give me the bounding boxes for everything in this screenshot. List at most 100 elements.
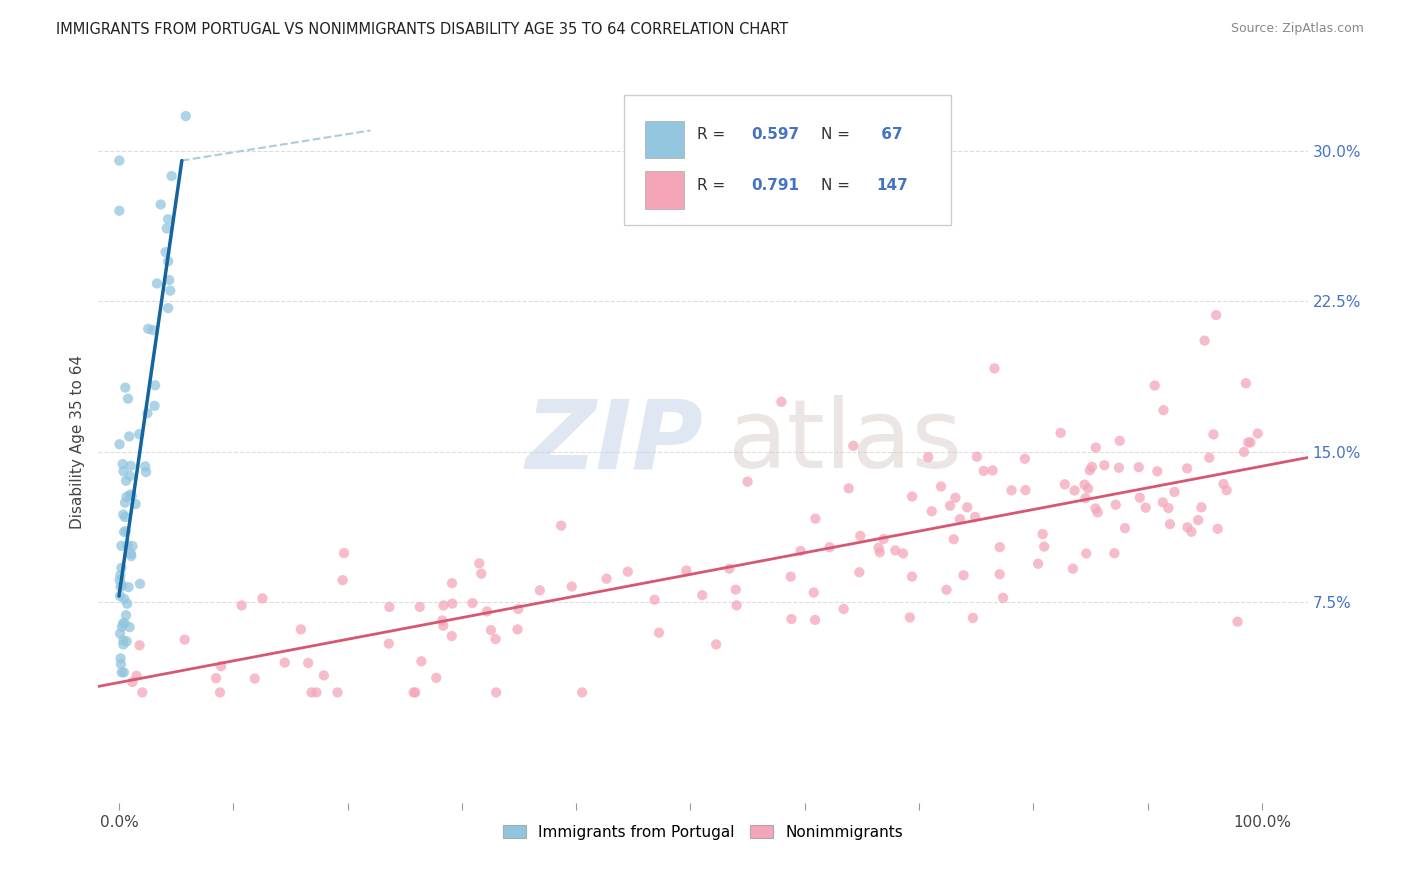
Point	[1084, 501, 1107, 516]
Point	[1152, 495, 1174, 509]
Point	[1153, 403, 1175, 417]
Point	[1087, 505, 1109, 519]
Point	[818, 540, 841, 554]
Text: ZIP: ZIP	[524, 395, 703, 488]
Point	[1062, 562, 1084, 576]
Point	[479, 623, 502, 637]
Point	[128, 427, 150, 442]
Point	[1128, 460, 1150, 475]
Point	[921, 504, 943, 518]
Point	[111, 620, 134, 634]
Point	[118, 620, 141, 634]
Point	[901, 490, 924, 504]
Point	[718, 562, 741, 576]
Point	[136, 406, 159, 420]
Point	[136, 322, 159, 336]
Point	[378, 599, 401, 614]
Y-axis label: Disability Age 35 to 64: Disability Age 35 to 64	[70, 354, 86, 529]
Point	[1032, 527, 1054, 541]
Point	[108, 437, 131, 451]
Point	[114, 524, 136, 539]
Point	[120, 549, 142, 563]
Point	[297, 656, 319, 670]
Point	[1194, 334, 1216, 348]
Point	[485, 685, 508, 699]
Point	[956, 500, 979, 515]
Point	[112, 524, 135, 539]
Point	[1226, 615, 1249, 629]
Point	[108, 573, 131, 587]
Point	[115, 597, 138, 611]
Point	[966, 450, 988, 464]
Point	[1108, 460, 1130, 475]
Point	[1063, 483, 1085, 498]
Point	[209, 659, 232, 673]
Point	[1237, 435, 1260, 450]
Point	[411, 654, 433, 668]
Point	[571, 685, 593, 699]
Point	[112, 508, 135, 522]
Point	[1078, 463, 1101, 477]
Point	[832, 602, 855, 616]
Point	[274, 656, 297, 670]
Point	[595, 572, 617, 586]
Point	[111, 578, 134, 592]
Point	[901, 569, 924, 583]
Point	[332, 573, 354, 587]
Point	[983, 361, 1005, 376]
Point	[117, 392, 139, 406]
Point	[110, 539, 132, 553]
Point	[780, 612, 803, 626]
Point	[301, 685, 323, 699]
Point	[770, 394, 793, 409]
Point	[129, 576, 152, 591]
Point	[124, 497, 146, 511]
Point	[1073, 477, 1095, 491]
Point	[409, 599, 432, 614]
Point	[149, 197, 172, 211]
Point	[1175, 461, 1198, 475]
Point	[935, 582, 957, 597]
Point	[1049, 425, 1071, 440]
Point	[110, 580, 132, 594]
Point	[114, 510, 136, 524]
Point	[252, 591, 274, 606]
Point	[1135, 500, 1157, 515]
Point	[648, 625, 671, 640]
Point	[156, 221, 179, 235]
Point	[112, 665, 135, 680]
Point	[1104, 546, 1126, 560]
Point	[326, 685, 349, 699]
FancyBboxPatch shape	[624, 95, 950, 225]
Point	[120, 547, 142, 561]
Point	[1180, 524, 1202, 539]
Point	[143, 378, 166, 392]
Point	[1187, 513, 1209, 527]
Point	[1177, 520, 1199, 534]
Text: R =: R =	[697, 178, 730, 193]
Text: atlas: atlas	[727, 395, 962, 488]
Point	[644, 592, 666, 607]
Point	[973, 464, 995, 478]
Point	[842, 439, 865, 453]
Point	[1077, 482, 1099, 496]
Text: 147: 147	[876, 178, 908, 193]
Point	[849, 529, 872, 543]
Point	[779, 569, 801, 583]
Point	[432, 618, 454, 632]
Point	[1234, 376, 1257, 391]
Point	[1212, 477, 1234, 491]
Point	[1239, 435, 1261, 450]
Point	[173, 632, 195, 647]
Point	[529, 583, 551, 598]
Point	[1108, 434, 1130, 448]
FancyBboxPatch shape	[645, 120, 683, 158]
Point	[929, 479, 952, 493]
Point	[1114, 521, 1136, 535]
Point	[157, 301, 180, 315]
Point	[869, 545, 891, 559]
Point	[125, 669, 148, 683]
Point	[425, 671, 447, 685]
Point	[121, 675, 143, 690]
Point	[1053, 477, 1076, 491]
